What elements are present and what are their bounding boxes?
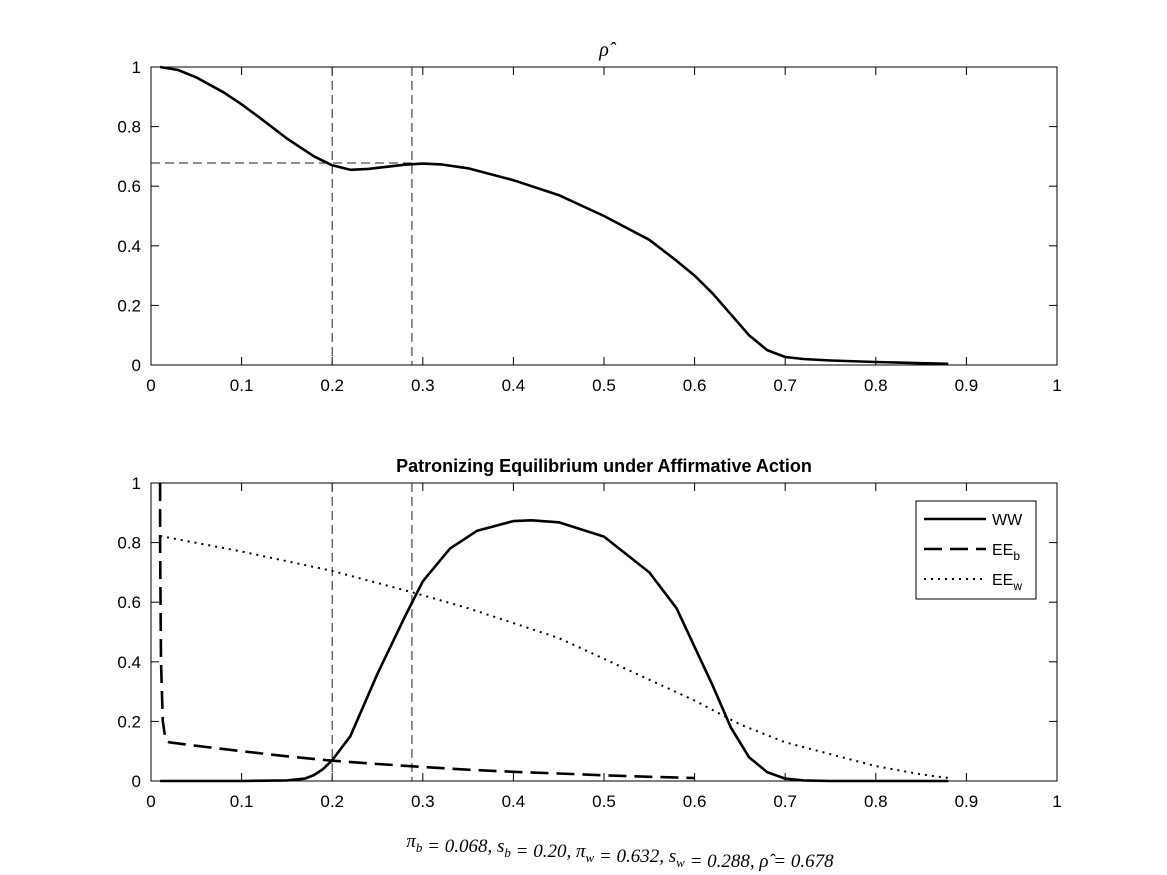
y-tick-label: 0.8 [117, 118, 141, 137]
plot-patronizing-equilibrium: 0 0.1 0.2 0.3 0.4 0.5 0.6 0.7 0.8 0.9 1 0 0.2 0.4 0.6 0… [117, 456, 1061, 811]
chart-title: Patronizing Equilibrium under Affirmativ… [396, 456, 812, 476]
y-tick-label: 0.6 [117, 177, 141, 196]
x-tick-label: 0.6 [683, 792, 707, 811]
y-tick-label: 0.4 [117, 653, 141, 672]
x-tick-label: 0.2 [320, 792, 344, 811]
x-tick-label: 0.3 [411, 792, 435, 811]
y-tick-label: 0.2 [117, 712, 141, 731]
x-tick-label: 0.9 [955, 792, 979, 811]
footer-parameters: πb = 0.068, sb = 0.20, πw = 0.632, sw = … [406, 831, 834, 872]
y-tick-label: 1 [132, 58, 141, 77]
legend-label: WW [992, 512, 1023, 529]
x-tick-label: 0 [146, 792, 155, 811]
x-tick-label: 0.1 [230, 792, 254, 811]
y-tick-label: 0 [132, 356, 141, 375]
x-tick-label: 0.7 [773, 792, 797, 811]
series-line-eew [159, 535, 949, 779]
x-tick-label: 0.6 [683, 376, 707, 395]
x-tick-label: 0.9 [955, 376, 979, 395]
x-tick-label: 0.8 [864, 792, 888, 811]
series-line-ww [160, 519, 949, 783]
y-tick-label: 0.2 [117, 296, 141, 315]
x-tick-label: 0.2 [320, 376, 344, 395]
y-tick-label: 0.8 [117, 534, 141, 553]
y-tick-label: 0 [132, 772, 141, 791]
x-tick-label: 0.4 [502, 376, 526, 395]
y-tick-label: 0.6 [117, 593, 141, 612]
chart-title: ρ̂ [598, 39, 617, 61]
x-tick-label: 0.4 [502, 792, 526, 811]
x-tick-label: 0.7 [773, 376, 797, 395]
series-line-eeb [158, 483, 695, 780]
y-tick-label: 1 [132, 474, 141, 493]
x-tick-label: 1 [1052, 376, 1061, 395]
y-tick-label: 0.4 [117, 237, 141, 256]
x-tick-label: 0.5 [592, 792, 616, 811]
x-tick-label: 0.8 [864, 376, 888, 395]
x-tick-label: 1 [1052, 792, 1061, 811]
legend-label: EEb [992, 542, 1020, 563]
x-tick-label: 0.5 [592, 376, 616, 395]
series-line-0 [159, 65, 949, 366]
x-tick-label: 0 [146, 376, 155, 395]
plot-rho-hat: 0 0.1 0.2 0.3 0.4 0.5 0.6 0.7 0.8 0.9 1 0 0.2 0.4 0.6 0… [117, 39, 1061, 395]
x-tick-label: 0.3 [411, 376, 435, 395]
x-tick-label: 0.1 [230, 376, 254, 395]
